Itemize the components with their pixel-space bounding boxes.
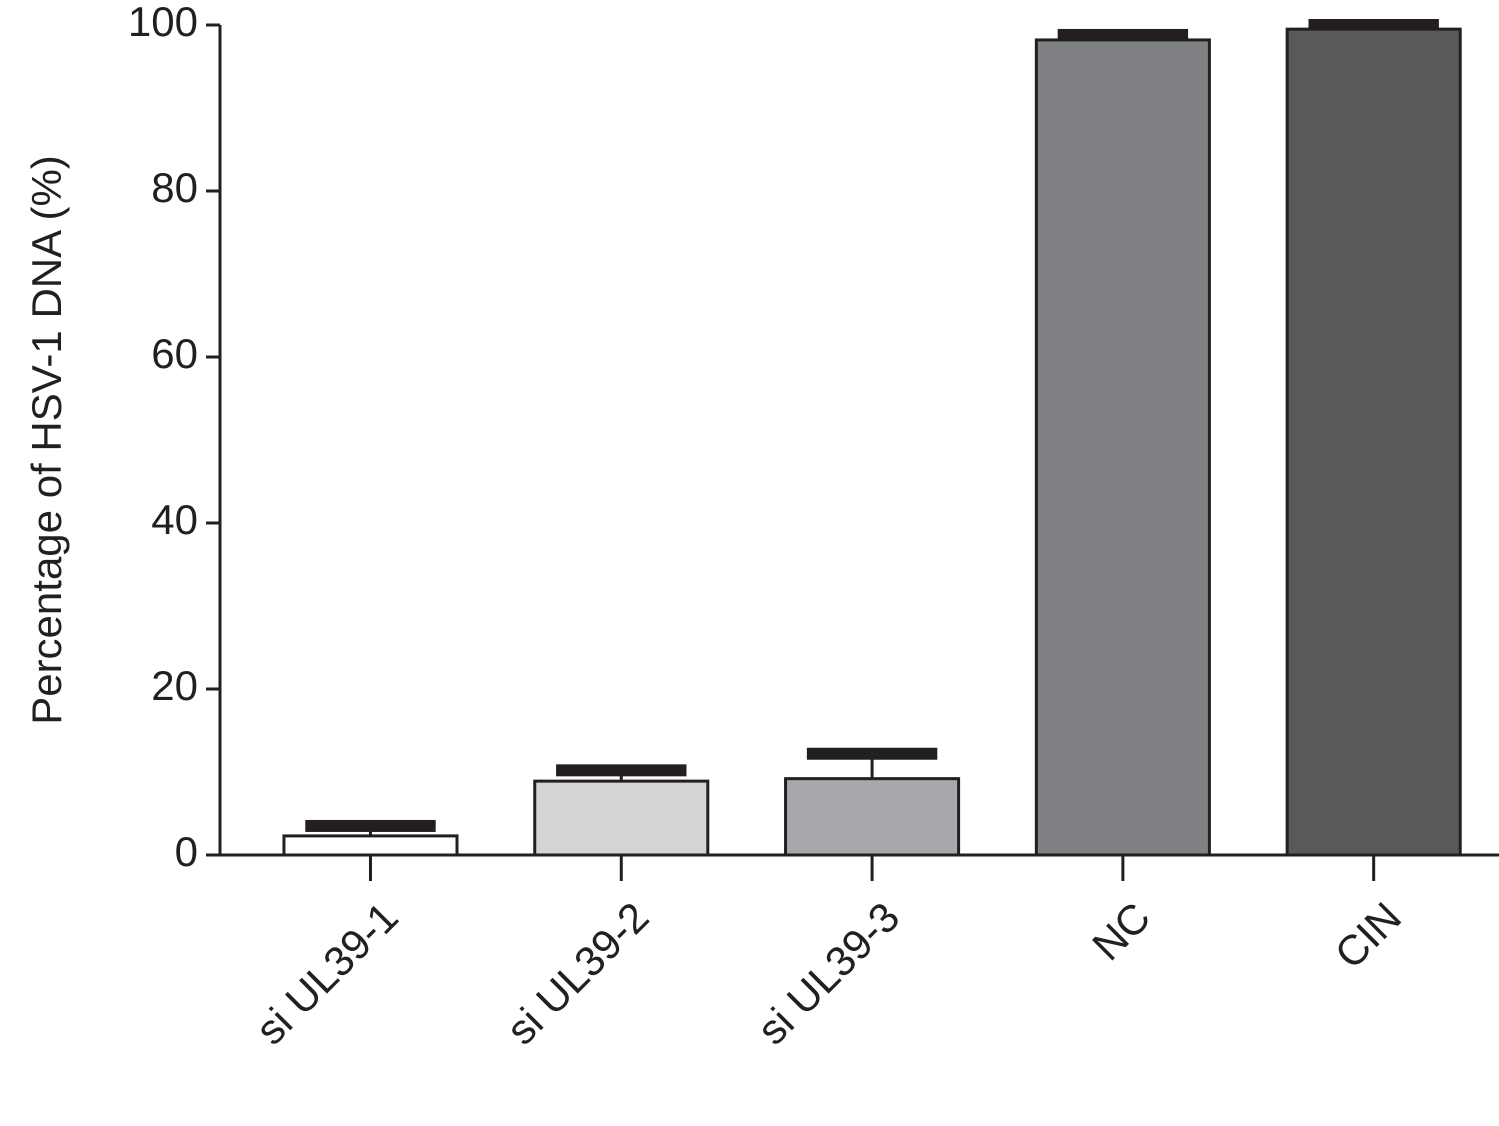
error-cap [305, 819, 436, 832]
x-tick-label: NC [1083, 893, 1159, 969]
error-cap [806, 747, 938, 760]
bar [784, 777, 961, 857]
bar [1285, 27, 1462, 857]
bar [1034, 38, 1211, 857]
error-cap [556, 764, 687, 777]
x-tick-label: si UL39-2 [497, 893, 657, 1053]
y-tick-label: 20 [151, 662, 198, 709]
y-tick-label: 100 [128, 0, 198, 45]
bar [282, 834, 459, 857]
error-cap [1057, 28, 1189, 41]
y-tick-label: 60 [151, 330, 198, 377]
x-tick-label: si UL39-1 [246, 893, 406, 1053]
bar [533, 779, 710, 857]
y-tick-label: 0 [175, 828, 198, 875]
y-tick-label: 40 [151, 496, 198, 543]
y-axis-label: Percentage of HSV-1 DNA (%) [23, 155, 70, 725]
y-tick-label: 80 [151, 164, 198, 211]
x-tick-label: CIN [1326, 893, 1410, 977]
x-tick-label: si UL39-3 [748, 893, 908, 1053]
